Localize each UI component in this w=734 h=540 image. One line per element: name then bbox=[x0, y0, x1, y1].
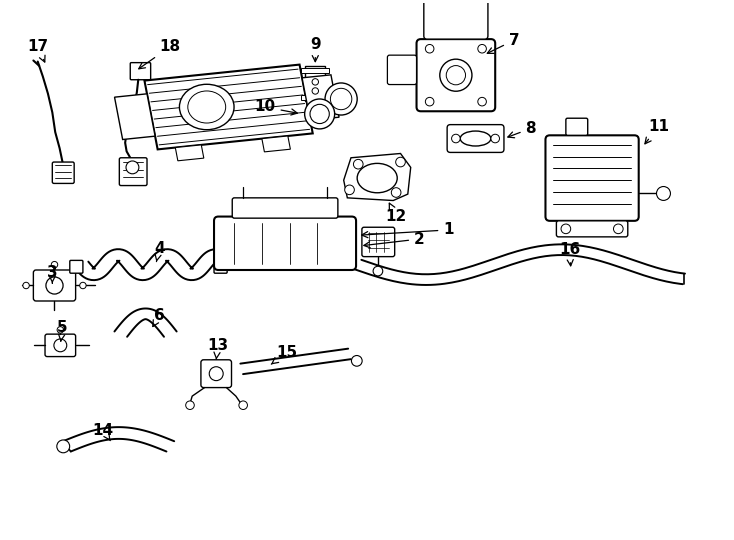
Circle shape bbox=[186, 401, 195, 409]
Circle shape bbox=[23, 282, 29, 289]
Text: 18: 18 bbox=[139, 39, 181, 69]
Text: 8: 8 bbox=[508, 121, 537, 138]
Text: 15: 15 bbox=[272, 345, 297, 364]
Text: 13: 13 bbox=[207, 339, 228, 359]
Circle shape bbox=[305, 99, 335, 129]
Text: 1: 1 bbox=[362, 222, 454, 238]
Circle shape bbox=[325, 83, 357, 115]
Ellipse shape bbox=[188, 91, 225, 123]
Text: 11: 11 bbox=[645, 119, 669, 144]
Polygon shape bbox=[302, 75, 339, 120]
Ellipse shape bbox=[460, 131, 491, 146]
Circle shape bbox=[478, 97, 487, 106]
Circle shape bbox=[57, 440, 70, 453]
Circle shape bbox=[345, 185, 355, 194]
Circle shape bbox=[330, 89, 352, 110]
FancyBboxPatch shape bbox=[52, 162, 74, 184]
FancyBboxPatch shape bbox=[70, 260, 83, 273]
Circle shape bbox=[126, 161, 139, 174]
Circle shape bbox=[352, 355, 362, 366]
Text: 12: 12 bbox=[385, 203, 407, 224]
Text: 14: 14 bbox=[92, 423, 114, 441]
Text: 4: 4 bbox=[154, 241, 164, 261]
Polygon shape bbox=[262, 136, 291, 152]
FancyBboxPatch shape bbox=[33, 270, 76, 301]
Circle shape bbox=[80, 282, 86, 289]
FancyBboxPatch shape bbox=[232, 198, 338, 218]
FancyBboxPatch shape bbox=[447, 125, 504, 152]
Circle shape bbox=[209, 367, 223, 381]
FancyBboxPatch shape bbox=[416, 39, 495, 111]
Bar bbox=[302, 94, 329, 100]
Circle shape bbox=[51, 261, 58, 268]
Text: 7: 7 bbox=[487, 33, 520, 53]
Bar bbox=[302, 68, 329, 73]
Circle shape bbox=[614, 224, 623, 234]
Circle shape bbox=[354, 159, 363, 169]
Circle shape bbox=[312, 88, 319, 94]
Ellipse shape bbox=[357, 164, 397, 193]
FancyBboxPatch shape bbox=[424, 0, 488, 39]
Text: 5: 5 bbox=[57, 320, 68, 341]
Bar bbox=[305, 66, 325, 100]
Text: 9: 9 bbox=[310, 37, 321, 62]
FancyBboxPatch shape bbox=[130, 63, 150, 80]
FancyBboxPatch shape bbox=[45, 334, 76, 356]
Circle shape bbox=[478, 44, 487, 53]
FancyBboxPatch shape bbox=[388, 55, 416, 85]
Circle shape bbox=[446, 65, 465, 85]
FancyBboxPatch shape bbox=[566, 118, 588, 136]
Circle shape bbox=[440, 59, 472, 91]
Polygon shape bbox=[175, 145, 204, 161]
Text: 17: 17 bbox=[27, 39, 48, 62]
Circle shape bbox=[426, 44, 434, 53]
Circle shape bbox=[57, 327, 64, 333]
Ellipse shape bbox=[179, 84, 234, 130]
Text: 16: 16 bbox=[559, 242, 580, 266]
Polygon shape bbox=[145, 65, 313, 150]
FancyBboxPatch shape bbox=[545, 136, 639, 221]
Circle shape bbox=[312, 79, 319, 85]
Circle shape bbox=[46, 277, 63, 294]
Circle shape bbox=[426, 97, 434, 106]
Polygon shape bbox=[115, 94, 155, 139]
Circle shape bbox=[396, 157, 405, 167]
Circle shape bbox=[239, 401, 247, 409]
Text: 3: 3 bbox=[47, 265, 58, 283]
FancyBboxPatch shape bbox=[556, 221, 628, 237]
Circle shape bbox=[310, 104, 330, 124]
Text: 10: 10 bbox=[255, 99, 297, 115]
Circle shape bbox=[451, 134, 460, 143]
Circle shape bbox=[561, 224, 571, 234]
Circle shape bbox=[54, 339, 67, 352]
FancyBboxPatch shape bbox=[120, 158, 147, 186]
Text: 2: 2 bbox=[364, 232, 425, 248]
FancyBboxPatch shape bbox=[201, 360, 231, 388]
Circle shape bbox=[491, 134, 500, 143]
FancyBboxPatch shape bbox=[214, 217, 356, 270]
FancyBboxPatch shape bbox=[214, 260, 227, 273]
Circle shape bbox=[391, 188, 401, 197]
Text: 6: 6 bbox=[153, 308, 164, 327]
FancyBboxPatch shape bbox=[362, 227, 395, 256]
Circle shape bbox=[656, 186, 670, 200]
Circle shape bbox=[373, 266, 382, 276]
Polygon shape bbox=[344, 153, 411, 200]
